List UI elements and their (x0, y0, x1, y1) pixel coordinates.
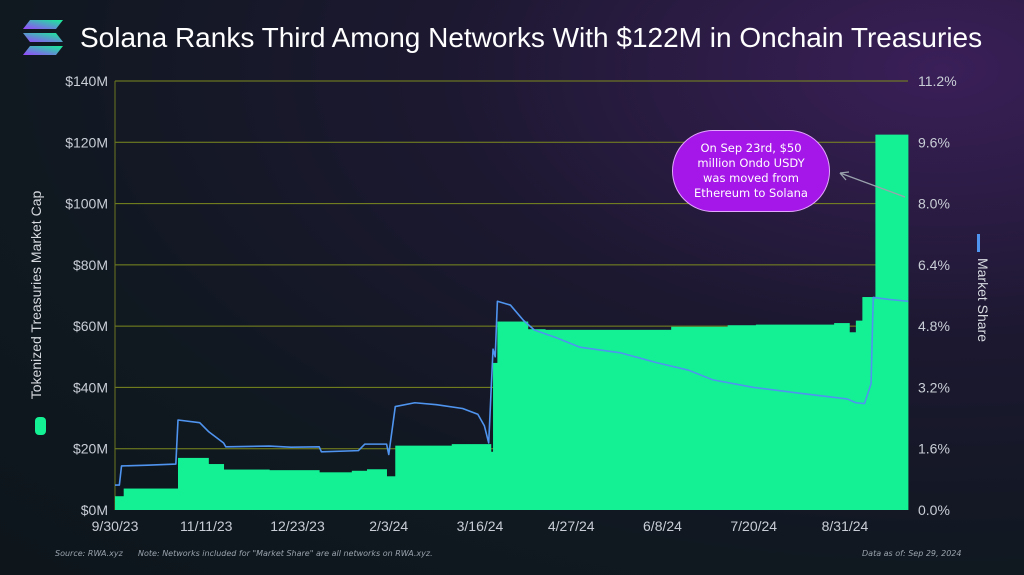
annotation-arrow-head (839, 171, 850, 181)
left-legend-swatch (35, 417, 46, 435)
annotation-callout: On Sep 23rd, $50 million Ondo USDY was m… (672, 130, 830, 212)
solana-logo-icon (23, 20, 63, 55)
asof-value: Sep 29, 2024 (908, 549, 962, 558)
x-tick-label: 7/20/24 (730, 518, 777, 534)
page-title: Solana Ranks Third Among Networks With $… (80, 22, 983, 53)
treasury-bar (208, 464, 225, 510)
y-right-tick-label: 1.6% (918, 441, 950, 457)
y-left-tick-label: $140M (65, 73, 108, 89)
treasury-bar (351, 470, 368, 510)
x-tick-label: 8/31/24 (822, 518, 869, 534)
treasury-bar (395, 445, 453, 510)
treasury-bar (671, 326, 729, 510)
treasury-bar (545, 329, 672, 510)
y-left-tick-label: $100M (65, 196, 108, 212)
treasury-bar (849, 332, 857, 510)
treasury-bar (755, 324, 835, 510)
treasury-bar (490, 451, 494, 510)
x-tick-label: 2/3/24 (369, 518, 408, 534)
asof-label: Data as of: (862, 549, 906, 558)
source-label: Source: (55, 549, 86, 558)
treasury-bar (319, 472, 353, 510)
y-left-tick-label: $120M (65, 134, 108, 150)
x-tick-label: 12/23/23 (270, 518, 325, 534)
treasury-bar (875, 134, 909, 510)
y-right-axis-title: Market Share (975, 258, 991, 342)
note-value: Networks included for "Market Share" are… (162, 549, 433, 558)
x-tick-label: 3/16/24 (457, 518, 504, 534)
right-legend-swatch (977, 234, 980, 252)
treasury-bar (493, 362, 498, 510)
treasury-bar (269, 470, 320, 510)
treasury-bar (115, 496, 125, 510)
networks-note: Note: Networks included for "Market Shar… (138, 549, 433, 558)
y-right-tick-label: 8.0% (918, 196, 950, 212)
treasury-bar (497, 321, 529, 510)
y-left-axis-title: Tokenized Treasuries Market Cap (28, 191, 44, 400)
x-tick-label: 4/27/24 (548, 518, 595, 534)
treasury-bar (367, 469, 387, 510)
annotation-arrow (839, 172, 906, 198)
data-date-note: Data as of: Sep 29, 2024 (862, 549, 961, 558)
note-label: Note: (138, 549, 160, 558)
x-tick-label: 6/8/24 (643, 518, 682, 534)
treasury-bar (862, 297, 872, 510)
y-left-tick-label: $40M (73, 379, 108, 395)
treasury-bar (527, 329, 546, 510)
y-right-tick-label: 4.8% (918, 318, 950, 334)
treasury-bar (834, 323, 850, 510)
y-left-tick-label: $60M (73, 318, 108, 334)
y-left-tick-label: $0M (81, 502, 108, 518)
y-right-tick-label: 6.4% (918, 257, 950, 273)
market-share-line (115, 296, 909, 486)
y-right-tick-label: 9.6% (918, 134, 950, 150)
treasury-bar (123, 488, 179, 510)
treasury-bar (386, 476, 396, 510)
x-tick-label: 11/11/23 (180, 518, 233, 534)
source-value: RWA.xyz (87, 549, 123, 558)
x-tick-label: 9/30/23 (92, 518, 139, 534)
treasury-bar (727, 325, 757, 510)
y-left-tick-label: $80M (73, 257, 108, 273)
treasury-bar (451, 444, 492, 510)
treasury-bar (871, 297, 876, 510)
y-left-tick-label: $20M (73, 441, 108, 457)
y-right-tick-label: 3.2% (918, 379, 950, 395)
treasury-bar (855, 320, 863, 510)
treasury-bar (178, 457, 209, 510)
y-right-tick-label: 0.0% (918, 502, 950, 518)
y-right-tick-label: 11.2% (918, 73, 957, 89)
source-note: Source: RWA.xyz (55, 549, 123, 558)
annotation-text: On Sep 23rd, $50 million Ondo USDY was m… (694, 141, 808, 200)
treasury-bar (223, 469, 270, 510)
